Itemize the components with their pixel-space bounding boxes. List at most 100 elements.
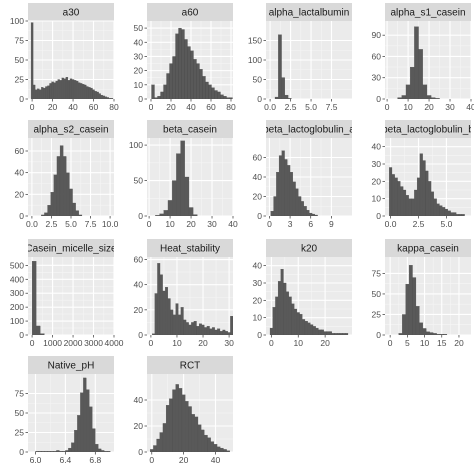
histogram-bar [185,322,189,335]
histogram-bar [398,333,403,335]
x-tick-label: 30 [224,338,234,348]
histogram-bar [278,34,282,99]
y-tick-label: 20 [15,189,25,199]
histogram-bar [227,332,231,335]
x-tick-label: 5.0 [65,219,77,229]
y-tick-label: 10 [372,194,382,204]
histogram-bar [80,392,84,452]
histogram-bar [37,88,40,99]
histogram-bar [178,314,182,335]
x-tick-label: 2.5 [413,219,425,229]
facet-title: alpha_s1_casein [390,8,465,19]
facet-title: RCT [180,361,201,372]
histogram-bar [80,83,83,99]
facet-strip [147,356,233,374]
histogram-bar [167,298,171,335]
histogram-bar [50,451,54,452]
histogram-bar [281,150,285,216]
y-tick-label: 50 [134,23,144,33]
histogram-bar [329,331,332,335]
facet-title: beta_lactoglobulin_a [263,125,355,136]
histogram-bar [30,22,34,99]
bars [389,153,465,216]
histogram-bar [196,63,200,99]
x-tick-label: 80 [226,102,236,112]
histogram-bar [410,66,415,99]
histogram-bar [172,180,177,216]
histogram-bar [191,414,195,452]
histogram-bar [59,451,63,452]
histogram-bar [175,303,179,335]
histogram-bar [425,170,429,216]
histogram-bar [104,451,108,452]
histogram-bar [36,325,41,335]
histogram-bar [82,84,85,99]
x-tick-label: 20 [198,338,208,348]
histogram-bar [163,210,169,216]
histogram-bar [303,206,307,216]
x-tick-label: 2000 [64,338,83,348]
facet-a60: a60 0 10 20 30 40 50 0 20 40 60 80 [134,3,236,112]
histogram-bar [78,214,83,216]
histogram-bar [443,334,448,335]
facet-strip [147,120,233,138]
histogram-bar [198,323,202,335]
bars [30,22,114,99]
facet-strip [385,3,471,21]
y-tick-label: 25 [15,75,25,85]
histogram-bar [63,156,67,216]
histogram-bar [44,451,48,452]
histogram-bar [408,198,412,216]
histogram-bar [428,181,432,216]
x-tick-label: 5 [405,338,410,348]
histogram-bar [191,322,195,335]
histogram-bar [90,87,93,99]
histogram-bar [94,91,97,99]
histogram-bar [426,331,430,335]
x-tick-label: 30 [445,102,455,112]
histogram-bar [400,186,404,216]
y-tick-label: 10 [134,80,144,90]
x-tick-label: 0.0 [26,219,38,229]
histogram-bar [222,329,226,335]
histogram-bar [41,451,45,452]
histogram-bar [180,307,184,335]
y-tick-label: 20 [253,295,263,305]
facet-kappa_casein: kappa_casein 0 25 50 75 0 5 10 15 20 [372,239,471,348]
histogram-bar [69,78,73,99]
histogram-bar [57,79,60,99]
histogram-bar [45,86,48,99]
facet-Native_pH: Native_pH 0 25 50 75 6.0 6.4 6.8 [15,356,114,465]
facet-title: k20 [301,244,318,255]
histogram-bar [180,140,185,216]
facet-Heat_stability: Heat_stability 0 20 40 60 0 10 20 30 [134,239,234,348]
histogram-bar [102,95,105,99]
facet-title: a60 [182,8,199,19]
histogram-bar [207,437,211,452]
histogram-bar [193,214,198,216]
histogram-bar [183,319,187,335]
histogram-bar [447,210,451,216]
histogram-bar [101,450,105,452]
histogram-bar [84,84,87,99]
histogram-bar [162,290,166,335]
histogram-bar [275,296,279,335]
histogram-bar [194,416,199,452]
histogram-bar [176,153,181,216]
histogram-bar [307,322,311,335]
facet-title: alpha_lactalbumin [269,8,350,19]
y-tick-label: 20 [134,66,144,76]
y-tick-label: 0 [19,330,24,340]
histogram-bar [331,333,335,335]
x-tick-label: 60 [206,102,216,112]
histogram-bar [92,89,95,99]
histogram-bar [439,205,443,216]
histogram-bar [287,165,291,216]
histogram-bar [156,438,160,452]
x-tick-label: 9 [329,219,334,229]
histogram-bar [318,329,322,335]
histogram-bar [280,269,284,335]
x-tick-label: 6.4 [59,455,71,465]
histogram-bar [96,91,99,99]
histogram-bar [53,451,57,452]
